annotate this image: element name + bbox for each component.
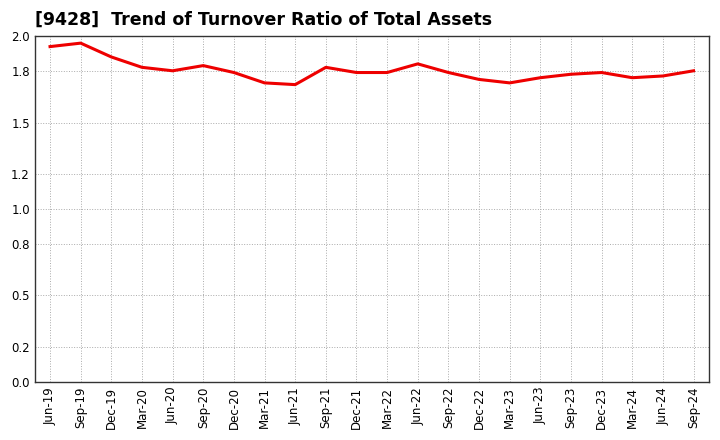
- Text: [9428]  Trend of Turnover Ratio of Total Assets: [9428] Trend of Turnover Ratio of Total …: [35, 11, 492, 29]
